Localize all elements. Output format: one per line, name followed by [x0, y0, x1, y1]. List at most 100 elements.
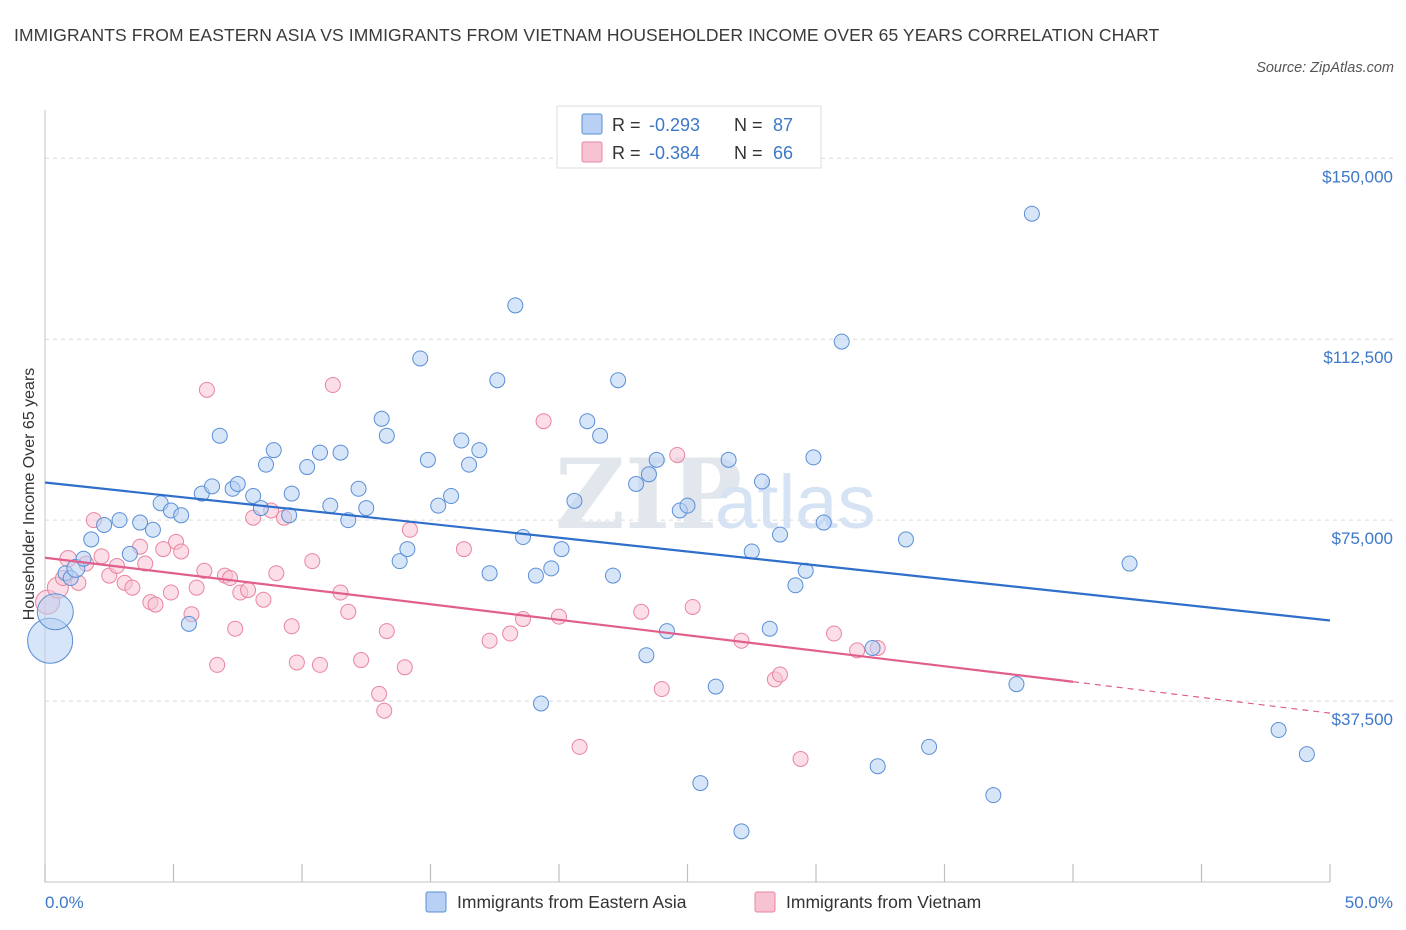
eastern-asia-point-50: [533, 695, 550, 712]
vietnam-point-27: [227, 620, 244, 637]
eastern-asia-point-79: [869, 758, 886, 775]
x-tick-label-min: 0.0%: [45, 893, 84, 912]
bottom-legend-label-pink: Immigrants from Vietnam: [786, 892, 981, 912]
vietnam-point-19: [173, 543, 190, 560]
vietnam-point-45: [378, 623, 395, 640]
legend-pink-n-value: 66: [773, 143, 793, 163]
vietnam-point-17: [162, 584, 179, 601]
eastern-asia-point-65: [692, 775, 709, 792]
eastern-asia-point-48: [515, 529, 532, 546]
eastern-asia-point-46: [489, 372, 506, 389]
eastern-asia-point-33: [358, 500, 375, 517]
eastern-asia-point-7: [96, 516, 113, 533]
eastern-asia-point-38: [412, 350, 429, 367]
legend-pink-n-label: N =: [734, 143, 763, 163]
eastern-asia-point-52: [553, 541, 570, 558]
eastern-asia-point-64: [679, 497, 696, 514]
eastern-asia-point-22: [252, 500, 269, 517]
bottom-legend-swatch-pink: [754, 891, 776, 913]
eastern-asia-point-45: [481, 565, 498, 582]
eastern-asia-point-77: [833, 333, 850, 350]
bottom-legend-swatch-blue: [425, 891, 447, 913]
vietnam-point-35: [283, 618, 300, 635]
legend-blue-n-value: 87: [773, 115, 793, 135]
vietnam-point-63: [825, 625, 842, 642]
watermark-zip: ZIP: [555, 438, 742, 551]
eastern-asia-point-71: [761, 620, 778, 637]
vietnam-point-38: [311, 656, 328, 673]
vietnam-point-61: [772, 666, 789, 683]
vietnam-point-41: [340, 603, 357, 620]
eastern-asia-point-39: [419, 451, 436, 468]
eastern-asia-point-67: [720, 451, 737, 468]
watermark-atlas: atlas: [715, 460, 876, 545]
vietnam-point-39: [324, 377, 341, 394]
vietnam-point-48: [455, 541, 472, 558]
eastern-asia-point-82: [985, 787, 1002, 804]
eastern-asia-point-54: [579, 413, 596, 430]
eastern-asia-point-29: [322, 497, 339, 514]
eastern-asia-point-41: [443, 488, 460, 504]
eastern-asia-point-43: [461, 456, 478, 473]
eastern-asia-point-23: [258, 456, 275, 473]
correlation-legend: R = -0.293 N = 87 R = -0.384 N = 66: [556, 105, 822, 169]
eastern-asia-point-18: [211, 427, 228, 444]
eastern-asia-point-84: [1023, 205, 1040, 222]
eastern-asia-point-59: [638, 647, 655, 664]
eastern-asia-point-21: [245, 488, 262, 504]
vietnam-point-31: [255, 591, 272, 608]
eastern-asia-point-36: [391, 553, 408, 570]
eastern-asia-point-27: [299, 459, 316, 476]
eastern-asia-point-51: [543, 560, 560, 577]
eastern-asia-point-9: [121, 545, 138, 562]
vietnam-point-43: [371, 685, 388, 702]
y-tick-label: $150,000: [1322, 167, 1393, 186]
eastern-asia-point-42: [453, 432, 470, 449]
vietnam-point-44: [376, 702, 393, 719]
eastern-asia-point-8: [111, 512, 128, 529]
eastern-asia-point-24: [265, 442, 282, 459]
vietnam-point-47: [401, 521, 418, 538]
eastern-asia-point-6: [83, 531, 100, 548]
vietnam-point-57: [669, 446, 686, 463]
series-legend: Immigrants from Eastern Asia Immigrants …: [425, 891, 981, 913]
vietnam-point-62: [792, 750, 809, 767]
vietnam-point-23: [198, 381, 215, 398]
eastern-asia-point-80: [897, 531, 914, 548]
eastern-asia-point-17: [204, 478, 221, 495]
vietnam-point-36: [288, 654, 305, 671]
eastern-asia-point-53: [566, 492, 583, 509]
eastern-asia-point-20: [229, 475, 246, 492]
legend-blue-n-label: N =: [734, 115, 763, 135]
vietnam-point-56: [653, 681, 670, 697]
eastern-asia-point-37: [399, 541, 416, 558]
eastern-asia-point-73: [787, 577, 804, 594]
eastern-asia-point-86: [1270, 722, 1287, 739]
eastern-asia-point-72: [772, 526, 789, 543]
eastern-asia-point-60: [640, 466, 657, 483]
vietnam-point-49: [481, 632, 498, 649]
eastern-asia-point-49: [527, 567, 544, 584]
eastern-asia-point-35: [378, 427, 395, 444]
series-eastern-asia-points: [27, 205, 1315, 840]
legend-blue-r-label: R =: [612, 115, 641, 135]
eastern-asia-point-30: [332, 444, 349, 461]
eastern-asia-point-85: [1121, 555, 1138, 572]
vietnam-point-7: [93, 548, 110, 565]
eastern-asia-point-75: [805, 449, 822, 466]
eastern-asia-point-87: [1298, 746, 1315, 763]
vietnam-point-54: [571, 738, 588, 755]
eastern-asia-point-44: [471, 442, 488, 459]
eastern-asia-point-14: [173, 507, 190, 524]
vietnam-point-53: [551, 608, 567, 625]
vietnam-point-50: [502, 625, 519, 642]
eastern-asia-point-78: [864, 639, 881, 656]
eastern-asia-point-1: [36, 593, 74, 631]
legend-swatch-pink: [581, 141, 603, 163]
vietnam-point-15: [147, 596, 164, 613]
eastern-asia-point-34: [373, 410, 390, 427]
eastern-asia-point-58: [628, 475, 645, 492]
trend-line-vietnam: [44, 556, 1074, 683]
gridlines: [45, 157, 1393, 702]
